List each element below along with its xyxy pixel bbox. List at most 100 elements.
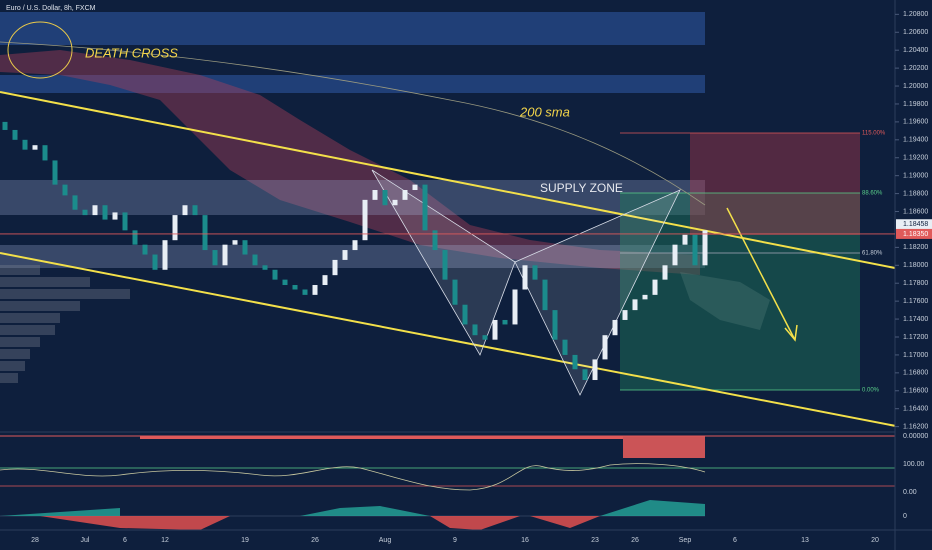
zone: [0, 12, 705, 45]
candle: [442, 250, 448, 280]
y-tick-label: 1.17200: [903, 334, 928, 341]
candle: [172, 215, 178, 241]
x-tick-label: 26: [311, 537, 319, 544]
candle: [492, 319, 498, 340]
candle: [472, 324, 478, 336]
candle: [532, 265, 538, 280]
candle: [142, 244, 148, 255]
candle: [292, 285, 298, 290]
y-tick-label: 1.19400: [903, 137, 928, 144]
price-label: 1.18458: [903, 221, 928, 228]
candle: [412, 184, 418, 191]
indicator-label: 100.00: [903, 461, 925, 468]
candle: [702, 230, 708, 266]
candle: [482, 335, 488, 340]
price-label: 1.18350: [903, 231, 928, 238]
x-tick-label: Aug: [379, 537, 392, 544]
x-tick-label: Sep: [679, 537, 692, 544]
y-tick-label: 1.16800: [903, 370, 928, 377]
candle: [212, 250, 218, 266]
fib-label: 61.80%: [862, 251, 883, 257]
candle: [12, 129, 18, 140]
x-tick-label: 20: [871, 537, 879, 544]
candle: [692, 234, 698, 266]
candle: [382, 190, 388, 206]
annotation: 200 sma: [519, 104, 570, 119]
candle: [342, 250, 348, 260]
candle: [622, 310, 628, 320]
y-tick-label: 1.19000: [903, 173, 928, 180]
candle: [332, 259, 338, 276]
y-tick-label: 1.16400: [903, 406, 928, 413]
fib-label: 88.60%: [862, 191, 883, 197]
y-tick-label: 1.18600: [903, 208, 928, 215]
macd-histogram: [600, 500, 705, 516]
candle: [152, 254, 158, 270]
x-tick-label: 26: [631, 537, 639, 544]
annotation: DEATH CROSS: [85, 45, 178, 60]
candle: [252, 254, 258, 266]
cloud: [0, 50, 700, 275]
candle: [452, 279, 458, 305]
candle: [662, 265, 668, 280]
y-tick-label: 1.17800: [903, 280, 928, 287]
pattern-fill: [515, 190, 680, 395]
candle: [372, 190, 378, 200]
candle: [502, 319, 508, 325]
macd-histogram: [0, 508, 120, 516]
price-box: [896, 219, 932, 230]
y-tick-label: 1.18800: [903, 190, 928, 197]
y-tick-label: 1.20600: [903, 29, 928, 36]
price-axis: [895, 0, 932, 550]
candle: [22, 139, 28, 150]
candle: [112, 212, 118, 220]
candle: [672, 244, 678, 266]
highlight-circle: [7, 21, 73, 79]
channel-line: [0, 252, 932, 434]
chart-title: Euro / U.S. Dollar, 8h, FXCM: [6, 5, 96, 12]
x-tick-label: 13: [801, 537, 809, 544]
indicator-label: 0.00000: [903, 433, 928, 440]
candle: [272, 269, 278, 280]
x-tick-label: 19: [241, 537, 249, 544]
candle: [592, 359, 598, 381]
candle: [82, 209, 88, 216]
candle: [562, 339, 568, 355]
candle: [322, 275, 328, 286]
macd-histogram: [430, 516, 520, 530]
candle: [192, 205, 198, 216]
y-tick-label: 1.20200: [903, 65, 928, 72]
channel-line: [0, 91, 896, 269]
price-box: [896, 228, 932, 239]
candle: [582, 369, 588, 381]
candle: [632, 299, 638, 311]
arrow: [726, 207, 796, 341]
candle: [232, 240, 238, 245]
oscillator-line: [0, 463, 706, 491]
candle: [542, 279, 548, 311]
x-tick-label: 9: [453, 537, 457, 544]
y-tick-label: 1.19200: [903, 155, 928, 162]
candle: [352, 240, 358, 251]
candle: [162, 240, 168, 270]
candle: [612, 319, 618, 336]
candle: [402, 190, 408, 200]
y-tick-label: 1.20800: [903, 11, 928, 18]
candle: [432, 230, 438, 251]
candle: [392, 199, 398, 206]
y-tick-label: 1.20400: [903, 47, 928, 54]
harmonic-pattern: [371, 169, 681, 396]
zone: [0, 245, 705, 268]
y-tick-label: 1.18200: [903, 244, 928, 251]
macd-histogram: [40, 516, 230, 530]
indicator-histogram: [140, 436, 623, 439]
candle: [312, 285, 318, 295]
candle: [362, 199, 368, 241]
indicator-histogram: [623, 436, 705, 458]
y-tick-label: 1.19800: [903, 101, 928, 108]
candle: [2, 121, 8, 130]
fib-label: 115.00%: [862, 131, 886, 137]
supply-zone: [0, 180, 705, 215]
candle: [552, 310, 558, 340]
